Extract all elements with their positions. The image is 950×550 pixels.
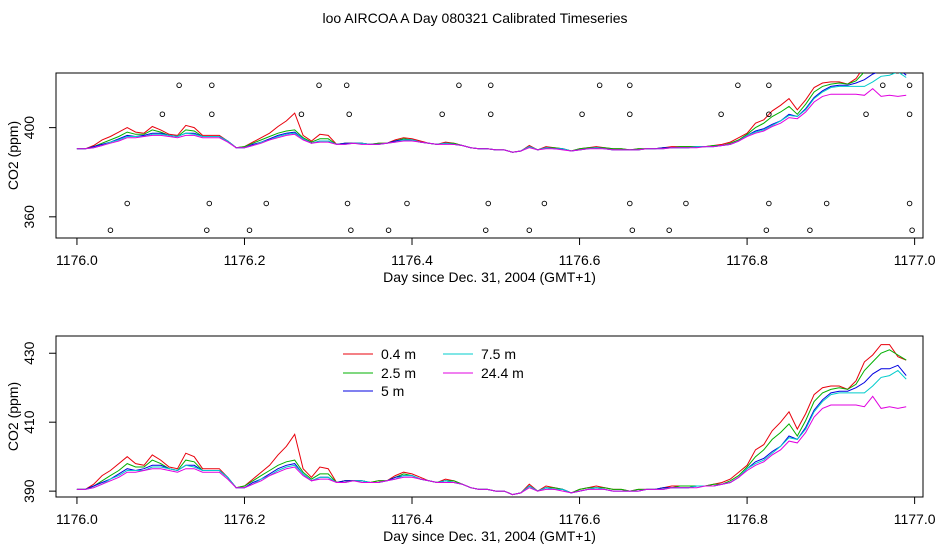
data-point-marker xyxy=(404,200,410,207)
data-point-marker xyxy=(766,82,772,89)
y-tick-label: 400 xyxy=(21,116,37,140)
data-point-marker xyxy=(596,82,603,89)
x-tick-label: 1176.0 xyxy=(56,252,98,268)
data-point-marker xyxy=(627,82,633,89)
data-point-marker xyxy=(541,200,548,207)
data-point-marker xyxy=(763,227,770,233)
x-tick-label: 1176.6 xyxy=(559,511,601,527)
x-tick-label: 1176.6 xyxy=(559,252,601,268)
data-point-marker xyxy=(343,82,350,89)
series-line-5 xyxy=(76,395,907,496)
data-point-marker xyxy=(906,111,913,117)
data-point-marker xyxy=(209,82,215,89)
data-point-marker xyxy=(880,82,886,89)
data-point-marker xyxy=(627,111,633,117)
data-point-marker xyxy=(766,111,772,117)
legend: 0.4 m 2.5 m 5 m 7.5 m 24.4 m xyxy=(343,346,524,399)
data-point-marker xyxy=(526,227,533,233)
series-group xyxy=(76,73,915,233)
x-tick-label: 1176.2 xyxy=(224,252,266,268)
x-tick-label: 1176.8 xyxy=(726,511,768,527)
data-point-marker xyxy=(316,82,322,89)
series-line-4 xyxy=(76,369,907,496)
legend-label: 7.5 m xyxy=(481,346,516,362)
data-point-marker xyxy=(176,82,182,89)
y-tick-label: 430 xyxy=(21,341,37,365)
x-tick-label: 1177.0 xyxy=(894,511,936,527)
data-point-marker xyxy=(863,111,869,117)
legend-label: 5 m xyxy=(381,383,404,399)
data-point-marker xyxy=(107,227,114,233)
data-point-marker xyxy=(246,227,253,233)
data-point-marker xyxy=(485,200,491,207)
x-tick-label: 1176.4 xyxy=(391,511,433,527)
legend-label: 24.4 m xyxy=(481,365,524,381)
data-point-marker xyxy=(488,82,494,89)
data-point-marker xyxy=(666,227,672,233)
data-point-marker xyxy=(209,111,215,117)
y-tick-label: 410 xyxy=(21,410,37,434)
panel-1: 1176.0 1176.2 1176.4 1176.6 1176.8 1177.0 Day … xyxy=(5,72,936,285)
legend-label: 2.5 m xyxy=(381,365,416,381)
data-point-marker xyxy=(807,227,813,233)
x-tick-label: 1176.4 xyxy=(391,252,433,268)
y-axis-label: CO2 (ppm) xyxy=(5,382,21,451)
data-point-marker xyxy=(298,111,305,117)
data-point-marker xyxy=(906,200,913,207)
data-point-marker xyxy=(579,111,585,117)
data-point-marker xyxy=(823,200,830,207)
data-point-marker xyxy=(482,227,489,233)
data-point-marker xyxy=(906,82,913,89)
plot-frame xyxy=(55,72,924,239)
series-line-5 xyxy=(76,87,907,153)
data-point-marker xyxy=(718,111,724,117)
x-tick-label: 1177.0 xyxy=(894,252,936,268)
data-point-marker xyxy=(909,227,915,233)
series-group xyxy=(76,344,907,496)
y-axis-label: CO2 (ppm) xyxy=(5,121,21,190)
series-line-3 xyxy=(76,364,907,496)
data-point-marker xyxy=(683,200,689,207)
series-line-3 xyxy=(76,73,907,153)
legend-label: 0.4 m xyxy=(381,346,416,362)
data-point-marker xyxy=(385,227,392,233)
y-tick-label: 360 xyxy=(21,205,37,229)
data-point-marker xyxy=(629,227,636,233)
data-point-marker xyxy=(456,82,462,89)
figure-title: loo AIRCOA A Day 080321 Calibrated Times… xyxy=(322,10,628,26)
x-tick-label: 1176.2 xyxy=(224,511,266,527)
data-point-marker xyxy=(206,200,213,207)
x-tick-label: 1176.8 xyxy=(726,252,768,268)
data-point-marker xyxy=(204,227,210,233)
data-point-marker xyxy=(124,200,130,207)
x-axis-label: Day since Dec. 31, 2004 (GMT+1) xyxy=(383,269,596,285)
x-axis-label: Day since Dec. 31, 2004 (GMT+1) xyxy=(383,528,596,544)
panel-2: 1176.0 1176.2 1176.4 1176.6 1176.8 1177.0 Day … xyxy=(5,335,936,544)
data-point-marker xyxy=(263,200,270,207)
x-tick-label: 1176.0 xyxy=(56,511,98,527)
data-point-marker xyxy=(348,227,354,233)
y-tick-label: 390 xyxy=(21,479,37,503)
data-point-marker xyxy=(159,111,166,117)
data-point-marker xyxy=(344,200,351,207)
data-point-marker xyxy=(735,82,741,89)
data-point-marker xyxy=(439,111,445,117)
data-point-marker xyxy=(627,200,633,207)
data-point-marker xyxy=(766,200,772,207)
data-point-marker xyxy=(346,111,352,117)
plot-frame xyxy=(55,335,924,498)
data-point-marker xyxy=(488,111,494,117)
